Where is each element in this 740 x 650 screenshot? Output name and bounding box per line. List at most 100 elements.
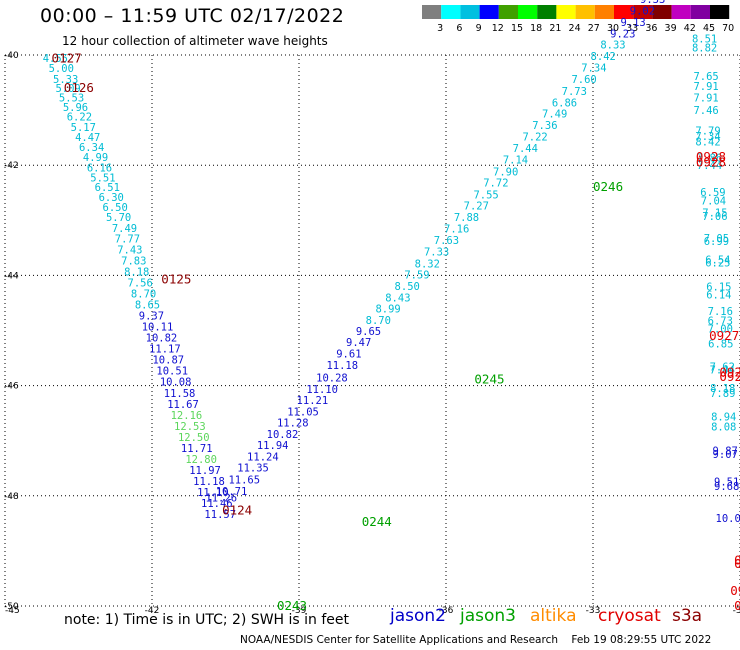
wave-height-value: 7.34	[695, 131, 720, 143]
wave-height-value: 4.99	[83, 152, 108, 164]
wave-height-value: 7.33	[424, 247, 449, 259]
wave-height-value: 9.51	[714, 476, 739, 488]
colorbar-swatch	[633, 5, 653, 19]
wave-height-value: 10.82	[267, 429, 299, 441]
wave-height-value: 7.34	[581, 63, 606, 75]
legend-jason2: jason2	[390, 606, 446, 626]
wave-height-value: 4.47	[75, 132, 100, 144]
wave-height-value: 10.51	[156, 366, 188, 378]
pass-time-label: 0246	[593, 179, 623, 194]
wave-height-value: 10.03	[716, 513, 740, 525]
wave-height-value: 5.53	[59, 92, 84, 104]
wave-height-value: 7.83	[121, 256, 146, 268]
wave-height-value: 7.43	[117, 245, 142, 257]
wave-height-value: 7.62	[710, 361, 735, 373]
legend-s3a: s3a	[672, 606, 702, 626]
wave-height-value: 7.44	[697, 160, 722, 172]
legend-cryosat: cryosat	[598, 606, 661, 626]
colorbar-swatch	[479, 5, 499, 19]
wave-height-value: 7.89	[710, 388, 735, 400]
wave-height-value: 11.67	[167, 399, 199, 411]
wave-height-value: 7.44	[513, 143, 538, 155]
wave-height-value: 7.06	[702, 211, 727, 223]
wave-height-value: 7.49	[112, 223, 137, 235]
wave-height-value: 8.18	[124, 267, 149, 279]
wave-height-value: 6.34	[79, 142, 104, 154]
wave-height-value: 9.33	[640, 0, 665, 6]
legend-altika-label: altika	[530, 606, 577, 626]
wave-height-value: 6.59	[700, 187, 725, 199]
pass-time-label: 0925	[730, 583, 740, 598]
wave-height-value: 6.22	[67, 112, 92, 124]
wave-height-value: 11.35	[237, 463, 269, 475]
wave-height-value: 8.33	[600, 40, 625, 52]
pass-time-label: 0243	[277, 598, 307, 613]
wave-height-value: 11.26	[205, 492, 237, 504]
wave-height-value: 7.15	[702, 208, 727, 220]
chart-title: 00:00 – 11:59 UTC 02/17/2022	[40, 5, 345, 27]
colorbar-label: 33	[626, 23, 638, 34]
colorbar-label: 18	[530, 23, 542, 34]
wave-height-value: 9.23	[610, 29, 635, 41]
legend-jason3-label: jason3	[460, 606, 516, 626]
wave-height-value: 8.99	[375, 303, 400, 315]
wave-height-value: 5.00	[49, 63, 74, 75]
x-tick-label: -39	[292, 606, 307, 616]
wave-height-value: 11.10	[306, 384, 338, 396]
wave-height-value: 10.28	[316, 372, 348, 384]
wave-height-value: 8.82	[692, 42, 717, 54]
wave-height-value: 8.51	[692, 33, 717, 45]
pass-time-label: 0927	[719, 364, 740, 379]
wave-height-value: 6.14	[706, 290, 731, 302]
x-tick-label: -33	[586, 606, 601, 616]
pass-time-label: 0928	[696, 149, 726, 164]
wave-height-value: 6.51	[95, 182, 120, 194]
legend-s3a-label: s3a	[672, 606, 703, 626]
colorbar-swatch	[614, 5, 634, 19]
wave-height-value: 9.07	[713, 449, 738, 461]
pass-time-label: 0127	[52, 50, 82, 65]
colorbar-swatch	[575, 5, 595, 19]
wave-height-value: 11.18	[326, 360, 358, 372]
legend-altika: altika	[530, 606, 577, 626]
wave-height-value: 7.55	[473, 189, 498, 201]
colorbar-swatch	[594, 5, 614, 19]
wave-height-value: 6.86	[552, 97, 577, 109]
wave-height-value: 10.71	[216, 486, 248, 498]
wave-height-value: 7.00	[708, 323, 733, 335]
x-tick-label: -36	[439, 606, 454, 616]
wave-height-value: 11.94	[257, 440, 289, 452]
wave-height-value: 8.32	[415, 258, 440, 270]
y-tick-label: -40	[4, 51, 19, 61]
wave-height-value: 9.37	[139, 311, 164, 323]
legend-jason3: jason3	[460, 606, 516, 626]
wave-height-value: 12.50	[178, 432, 210, 444]
colorbar-swatch	[710, 5, 730, 19]
wave-height-value: 9.68	[714, 481, 739, 493]
wave-height-value: 7.49	[542, 108, 567, 120]
pass-time-label: 0125	[161, 271, 191, 286]
wave-height-value: 8.08	[711, 421, 736, 433]
y-tick-label: -48	[4, 492, 19, 502]
wave-height-value: 11.17	[149, 344, 181, 356]
pass-time-label: 0926	[734, 556, 740, 571]
x-tick-label: -42	[145, 606, 160, 616]
wave-height-value: 11.58	[164, 388, 196, 400]
wave-height-value: 7.56	[128, 278, 153, 290]
wave-height-value: 10.08	[160, 377, 192, 389]
wave-height-value: 7.27	[464, 200, 489, 212]
wave-height-value: 6.85	[708, 339, 733, 351]
colorbar-swatch	[652, 5, 672, 19]
wave-height-value: 11.57	[204, 509, 236, 521]
wave-height-value: 6.50	[103, 202, 128, 214]
wave-height-value: 7.36	[532, 120, 557, 132]
generated-timestamp: Feb 19 08:29:55 UTC 2022	[571, 634, 712, 646]
wave-height-value: 7.91	[693, 92, 718, 104]
x-tick-label: -30	[733, 606, 740, 616]
wave-height-value: 7.16	[708, 306, 733, 318]
colorbar-label: 39	[665, 23, 677, 34]
wave-height-value: 12.80	[185, 454, 217, 466]
wave-height-value: 8.43	[385, 292, 410, 304]
wave-height-value: 7.14	[503, 155, 528, 167]
